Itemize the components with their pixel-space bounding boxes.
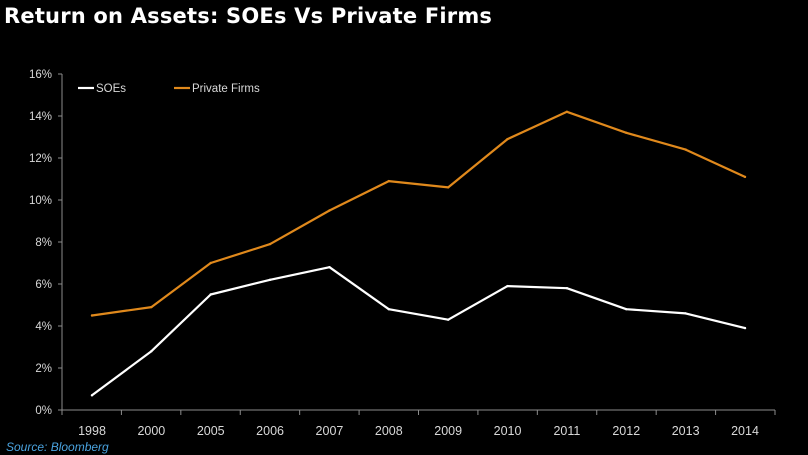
data-point: [446, 318, 450, 321]
y-tick-label: 16%: [29, 69, 52, 81]
x-axis: 1998 2000 2005 2006 2007 2008 2009 2010 2011 2012…: [61, 409, 776, 438]
series-private-firms: [90, 110, 747, 317]
data-point: [150, 305, 153, 309]
series-soes: [90, 266, 747, 397]
data-point: [506, 137, 509, 141]
legend: SOEs Private Firms: [78, 83, 260, 95]
series-lines: [90, 110, 747, 397]
data-point: [150, 350, 153, 353]
x-tick-label: 2009: [434, 424, 462, 438]
data-point: [268, 278, 272, 281]
data-point: [328, 266, 331, 269]
data-point: [565, 110, 569, 114]
data-point: [90, 314, 94, 317]
series-line-private-firms: [90, 110, 747, 317]
x-tick-label: 2011: [553, 424, 580, 438]
data-point: [446, 186, 450, 189]
x-tick-label: 1998: [78, 424, 106, 438]
y-tick-label: 8%: [35, 237, 52, 249]
legend-label-soes: SOEs: [96, 83, 126, 95]
y-tick-label: 14%: [29, 111, 52, 123]
x-tick-label: 2006: [256, 424, 284, 438]
source-note: Source: Bloomberg: [6, 440, 109, 454]
data-point: [90, 394, 94, 397]
x-tick-label: 2005: [197, 424, 225, 438]
x-tick-label: 2000: [137, 424, 165, 438]
data-point: [684, 312, 687, 315]
data-point: [387, 308, 391, 311]
y-tick-label: 6%: [35, 279, 52, 291]
chart-title: Return on Assets: SOEs Vs Private Firms: [4, 4, 493, 28]
x-tick-label: 2007: [316, 424, 344, 438]
series-line-soes: [90, 266, 747, 397]
x-tick-label: 2012: [612, 424, 640, 438]
x-tick-label: 2014: [731, 424, 759, 438]
y-tick-label: 2%: [35, 363, 52, 375]
x-tick-label: 2010: [494, 424, 522, 438]
y-tick-label: 10%: [29, 195, 52, 207]
data-point: [328, 209, 331, 212]
data-point: [209, 261, 212, 265]
legend-label-private-firms: Private Firms: [192, 83, 260, 95]
y-axis: 0% 2% 4% 6% 8% 10% 12% 14% 16%: [29, 69, 63, 417]
data-point: [743, 326, 747, 330]
x-tick-label: 2013: [672, 424, 700, 438]
data-point: [387, 179, 391, 183]
data-point: [743, 175, 747, 179]
data-point: [625, 131, 628, 134]
data-point: [684, 148, 687, 151]
data-point: [625, 308, 628, 311]
y-tick-label: 0%: [35, 405, 52, 417]
y-tick-label: 12%: [29, 153, 52, 165]
x-tick-label: 2008: [375, 424, 403, 438]
data-point: [506, 284, 509, 288]
data-point: [268, 242, 272, 246]
data-point: [565, 287, 569, 290]
y-tick-label: 4%: [35, 321, 52, 333]
data-point: [209, 293, 212, 296]
